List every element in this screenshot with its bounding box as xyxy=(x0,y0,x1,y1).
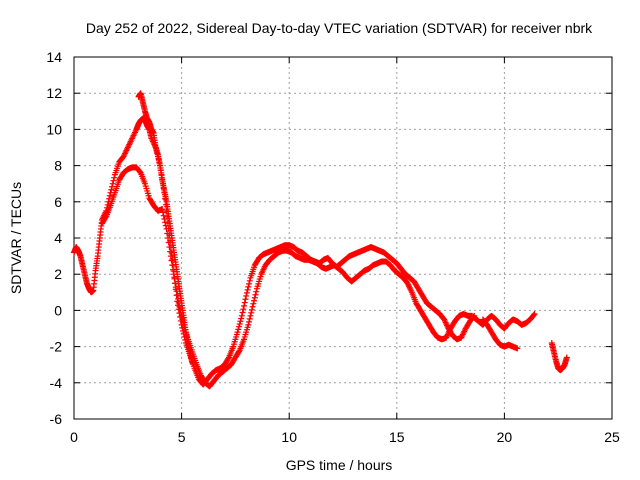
data-point xyxy=(252,291,259,298)
data-point xyxy=(246,277,253,284)
data-series xyxy=(471,311,538,332)
data-point xyxy=(235,348,242,355)
y-tick-label: 14 xyxy=(46,49,62,65)
data-point xyxy=(109,180,116,187)
data-point xyxy=(563,354,570,361)
data-point xyxy=(249,303,256,310)
data-point xyxy=(242,296,249,303)
x-tick-label: 5 xyxy=(178,429,186,445)
data-point xyxy=(514,345,521,352)
x-tick-label: 20 xyxy=(497,429,513,445)
data-point xyxy=(175,295,182,302)
data-point xyxy=(106,192,113,199)
data-point xyxy=(225,355,232,362)
data-point xyxy=(248,309,255,316)
data-point xyxy=(109,183,116,190)
data-point xyxy=(162,219,169,226)
x-tick-label: 15 xyxy=(389,429,405,445)
y-tick-label: -6 xyxy=(50,411,63,427)
data-point xyxy=(163,225,170,232)
plot-frame xyxy=(73,56,613,420)
data-point xyxy=(159,206,166,213)
data-point xyxy=(172,284,179,291)
data-point xyxy=(241,299,248,306)
data-point xyxy=(244,286,251,293)
data-point xyxy=(245,321,252,328)
data-point xyxy=(251,297,258,304)
data-point xyxy=(246,280,253,287)
data-point xyxy=(245,283,252,290)
data-point xyxy=(159,209,166,216)
data-point xyxy=(251,294,258,301)
data-point xyxy=(189,359,196,366)
data-point xyxy=(531,311,538,318)
data-point xyxy=(250,300,257,307)
x-tick-label: 25 xyxy=(604,429,620,445)
x-tick-label: 10 xyxy=(281,429,297,445)
x-axis-label: GPS time / hours xyxy=(286,457,393,473)
data-point xyxy=(172,280,179,287)
y-tick-label: 10 xyxy=(46,121,62,137)
grid-lines xyxy=(74,57,612,419)
data-point xyxy=(160,212,167,219)
data-point xyxy=(530,311,537,318)
data-point xyxy=(166,244,173,251)
y-axis-label: SDTVAR / TECUs xyxy=(8,182,24,294)
data-point xyxy=(253,288,260,295)
y-tick-label: 0 xyxy=(54,302,62,318)
data-point xyxy=(241,302,248,309)
data-point xyxy=(169,262,176,269)
data-series xyxy=(135,90,196,366)
y-tick-label: 2 xyxy=(54,266,62,282)
data-series xyxy=(479,316,521,352)
data-point xyxy=(102,214,109,221)
data-point xyxy=(247,312,254,319)
data-point xyxy=(235,326,242,333)
data-point xyxy=(239,309,246,316)
data-point xyxy=(236,320,243,327)
y-tick-label: -4 xyxy=(50,375,63,391)
data-point xyxy=(235,323,242,330)
data-point xyxy=(243,289,250,296)
data-point xyxy=(234,329,241,336)
data-series xyxy=(98,164,476,390)
data-point xyxy=(238,312,245,319)
data-point xyxy=(111,174,118,181)
data-point xyxy=(246,315,253,322)
y-tick-label: 12 xyxy=(46,85,62,101)
data-point xyxy=(240,306,247,313)
data-point xyxy=(168,257,175,264)
data-point xyxy=(110,177,117,184)
data-point xyxy=(167,253,174,260)
tick-labels: 0 5 10 15 20 25 -6 -4 -2 0 2 4 6 8 10 12 14 xyxy=(46,49,620,445)
data-point xyxy=(108,186,115,193)
x-tick-label: 0 xyxy=(70,429,78,445)
data-point xyxy=(243,292,250,299)
data-point xyxy=(238,315,245,322)
y-tick-label: -2 xyxy=(50,339,63,355)
data-point xyxy=(246,318,253,325)
data-point xyxy=(167,248,174,255)
data-points xyxy=(71,90,570,390)
data-point xyxy=(237,318,244,325)
data-series xyxy=(548,339,570,374)
data-point xyxy=(248,306,255,313)
chart-title: Day 252 of 2022, Sidereal Day-to-day VTE… xyxy=(86,20,593,36)
y-tick-label: 8 xyxy=(54,158,62,174)
y-tick-label: 6 xyxy=(54,194,62,210)
y-tick-label: 4 xyxy=(54,230,62,246)
